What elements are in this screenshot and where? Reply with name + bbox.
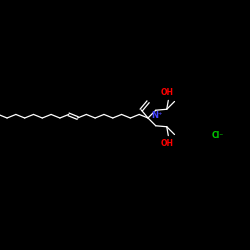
Text: N⁺: N⁺ <box>151 112 162 120</box>
Text: OH: OH <box>161 138 174 147</box>
Text: OH: OH <box>161 88 174 98</box>
Text: Cl⁻: Cl⁻ <box>212 130 224 140</box>
